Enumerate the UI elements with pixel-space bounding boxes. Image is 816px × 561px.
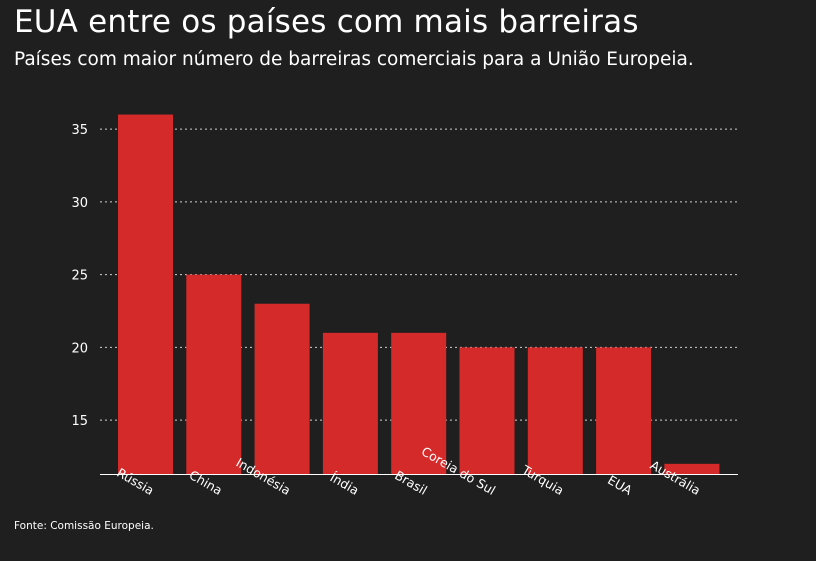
y-tick-label: 20 bbox=[71, 341, 88, 356]
bar bbox=[664, 463, 720, 474]
chart-title: EUA entre os países com mais barreiras bbox=[14, 4, 639, 40]
bar bbox=[596, 347, 652, 474]
bar bbox=[254, 303, 310, 474]
bar bbox=[459, 347, 515, 474]
bars bbox=[118, 114, 720, 475]
source-note: Fonte: Comissão Europeia. bbox=[14, 520, 154, 532]
x-category-label: EUA bbox=[605, 472, 635, 498]
bar bbox=[322, 332, 378, 474]
x-category-label: Austrália bbox=[648, 457, 703, 498]
bar bbox=[186, 274, 242, 474]
chart-subtitle: Países com maior número de barreiras com… bbox=[14, 49, 694, 70]
bar bbox=[527, 347, 583, 474]
y-tick-label: 35 bbox=[71, 123, 88, 138]
bar bbox=[391, 332, 447, 474]
y-tick-label: 25 bbox=[71, 269, 88, 284]
y-axis-ticks: 15 20 25 30 35 bbox=[71, 123, 88, 429]
bar bbox=[118, 114, 173, 475]
y-tick-label: 15 bbox=[71, 414, 88, 429]
y-tick-label: 30 bbox=[71, 196, 88, 211]
